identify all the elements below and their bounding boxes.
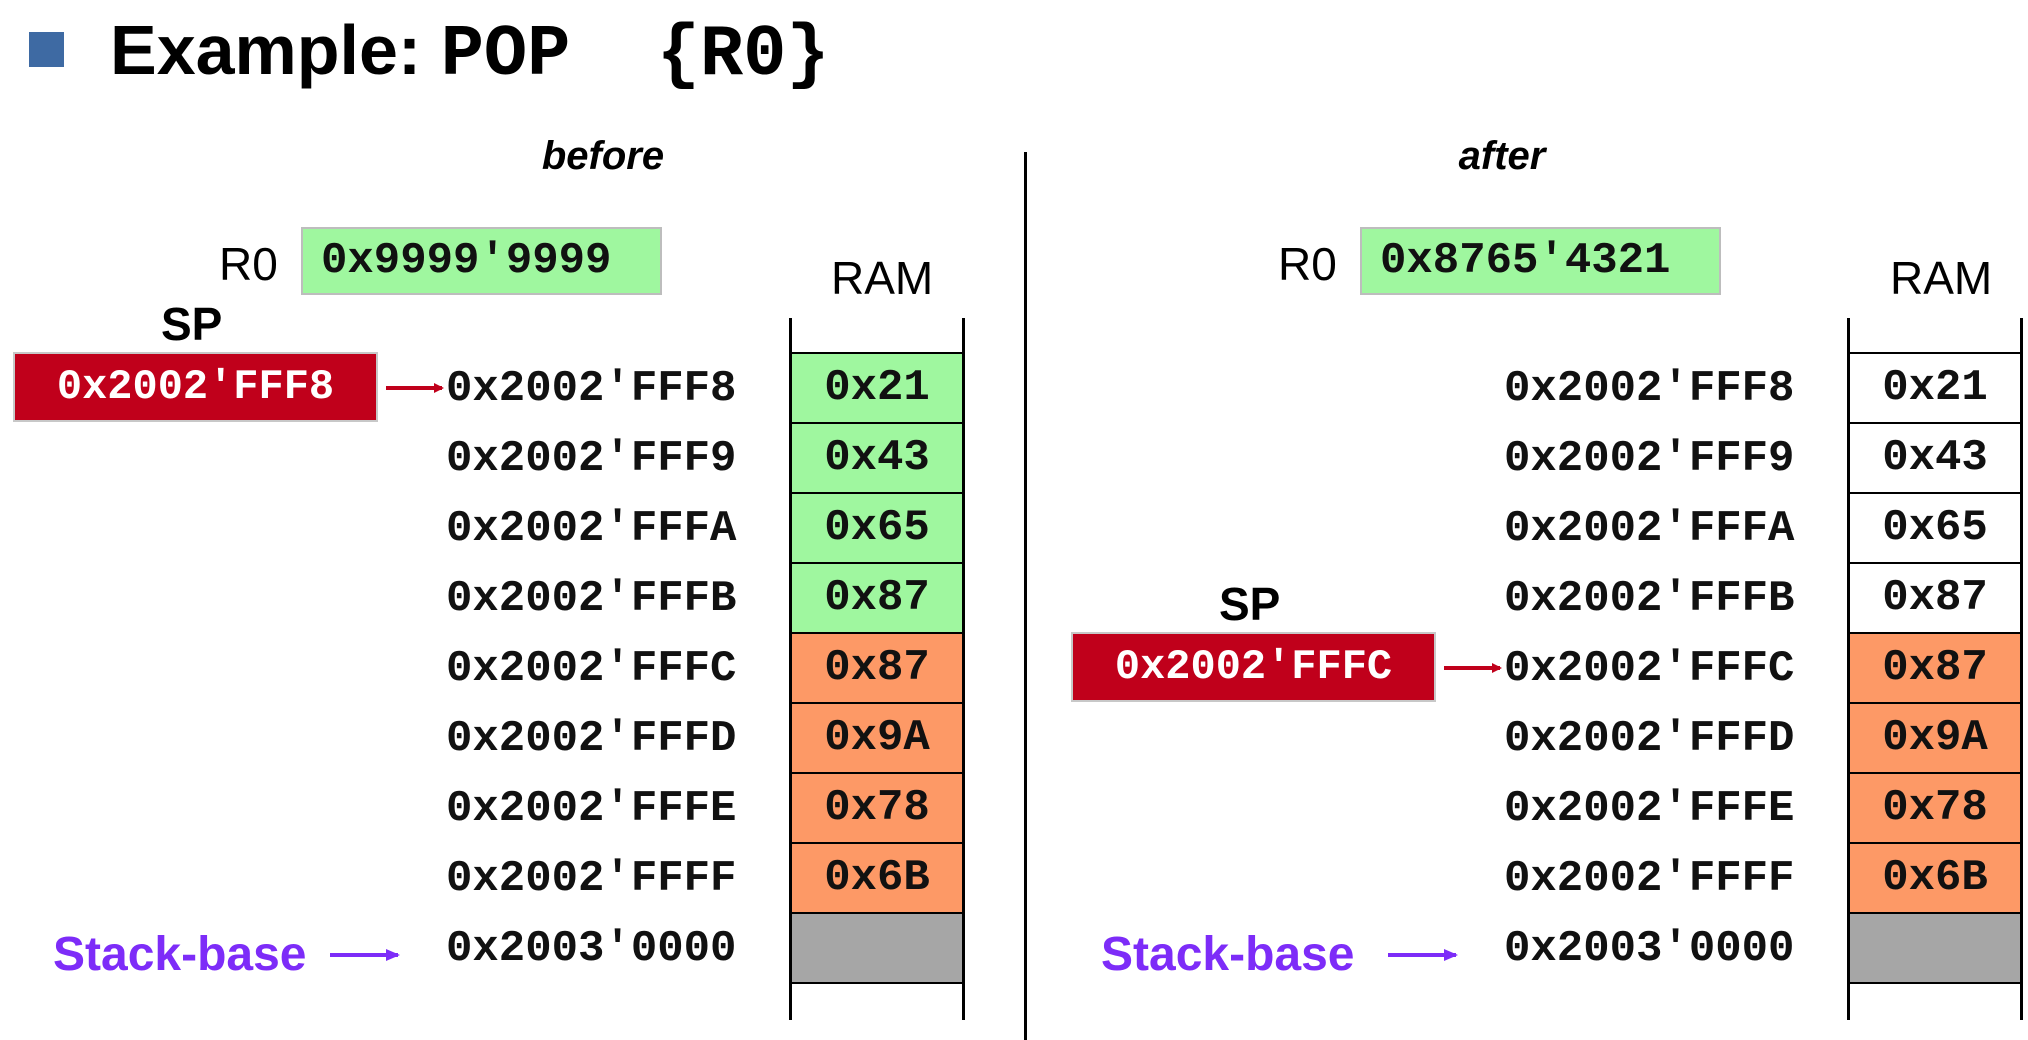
- after-ram-cell-1: 0x43: [1850, 424, 2020, 494]
- before-ram-cell-1: 0x43: [792, 424, 962, 494]
- before-ram-cell-6: 0x78: [792, 774, 962, 844]
- before-address-3: 0x2002'FFFB: [446, 574, 737, 624]
- after-ram-cell-7: 0x6B: [1850, 844, 2020, 914]
- slide-title: Example: POP {R0}: [110, 0, 830, 100]
- before-sp-label: SP: [161, 298, 223, 350]
- after-ram-cell-5: 0x9A: [1850, 704, 2020, 774]
- before-ram-cell-7: 0x6B: [792, 844, 962, 914]
- after-stack-base-label: Stack-base: [1101, 928, 1355, 981]
- after-address-2: 0x2002'FFFA: [1504, 504, 1795, 554]
- after-address-6: 0x2002'FFFE: [1504, 784, 1795, 834]
- before-stack-base-label: Stack-base: [53, 928, 307, 981]
- after-ram-label: RAM: [1890, 252, 1993, 304]
- before-ram-cell-2: 0x65: [792, 494, 962, 564]
- before-address-1: 0x2002'FFF9: [446, 434, 737, 484]
- after-register-name: R0: [1278, 238, 1337, 290]
- after-address-5: 0x2002'FFFD: [1504, 714, 1795, 764]
- after-register-value: 0x8765'4321: [1360, 227, 1721, 295]
- after-address-8: 0x2003'0000: [1504, 924, 1795, 974]
- after-ram-left-edge: [1847, 318, 1850, 1020]
- after-address-7: 0x2002'FFFF: [1504, 854, 1795, 904]
- before-register-name: R0: [219, 238, 278, 290]
- before-address-8: 0x2003'0000: [446, 924, 737, 974]
- panel-divider: [1024, 152, 1027, 1040]
- before-ram-cell-5: 0x9A: [792, 704, 962, 774]
- before-ram-left-edge: [789, 318, 792, 1020]
- before-sp-value: 0x2002'FFF8: [13, 352, 378, 422]
- before-address-4: 0x2002'FFFC: [446, 644, 737, 694]
- before-ram-label: RAM: [831, 252, 934, 304]
- before-address-6: 0x2002'FFFE: [446, 784, 737, 834]
- before-ram-cell-8: [792, 914, 962, 984]
- after-address-3: 0x2002'FFFB: [1504, 574, 1795, 624]
- after-label: after: [1458, 134, 1546, 178]
- after-ram-cell-0: 0x21: [1850, 354, 2020, 424]
- before-address-5: 0x2002'FFFD: [446, 714, 737, 764]
- before-address-0: 0x2002'FFF8: [446, 364, 737, 414]
- before-ram-right-edge: [962, 318, 965, 1020]
- after-address-0: 0x2002'FFF8: [1504, 364, 1795, 414]
- after-sp-label: SP: [1219, 578, 1281, 630]
- after-ram-cell-4: 0x87: [1850, 634, 2020, 704]
- after-sp-value: 0x2002'FFFC: [1071, 632, 1436, 702]
- before-address-2: 0x2002'FFFA: [446, 504, 737, 554]
- after-address-1: 0x2002'FFF9: [1504, 434, 1795, 484]
- before-register-value: 0x9999'9999: [301, 227, 662, 295]
- before-ram-top-border: [792, 352, 962, 354]
- after-ram-cell-3: 0x87: [1850, 564, 2020, 634]
- before-address-7: 0x2002'FFFF: [446, 854, 737, 904]
- after-ram-top-border: [1850, 352, 2020, 354]
- after-ram-cell-8: [1850, 914, 2020, 984]
- before-ram-cell-4: 0x87: [792, 634, 962, 704]
- after-address-4: 0x2002'FFFC: [1504, 644, 1795, 694]
- before-ram-cell-3: 0x87: [792, 564, 962, 634]
- after-ram-cell-6: 0x78: [1850, 774, 2020, 844]
- before-label: before: [541, 134, 665, 178]
- after-ram-right-edge: [2020, 318, 2023, 1020]
- title-code: POP {R0}: [440, 14, 830, 96]
- after-ram-cell-2: 0x65: [1850, 494, 2020, 564]
- bullet-square: [29, 32, 64, 67]
- title-prefix: Example:: [110, 11, 441, 89]
- before-ram-cell-0: 0x21: [792, 354, 962, 424]
